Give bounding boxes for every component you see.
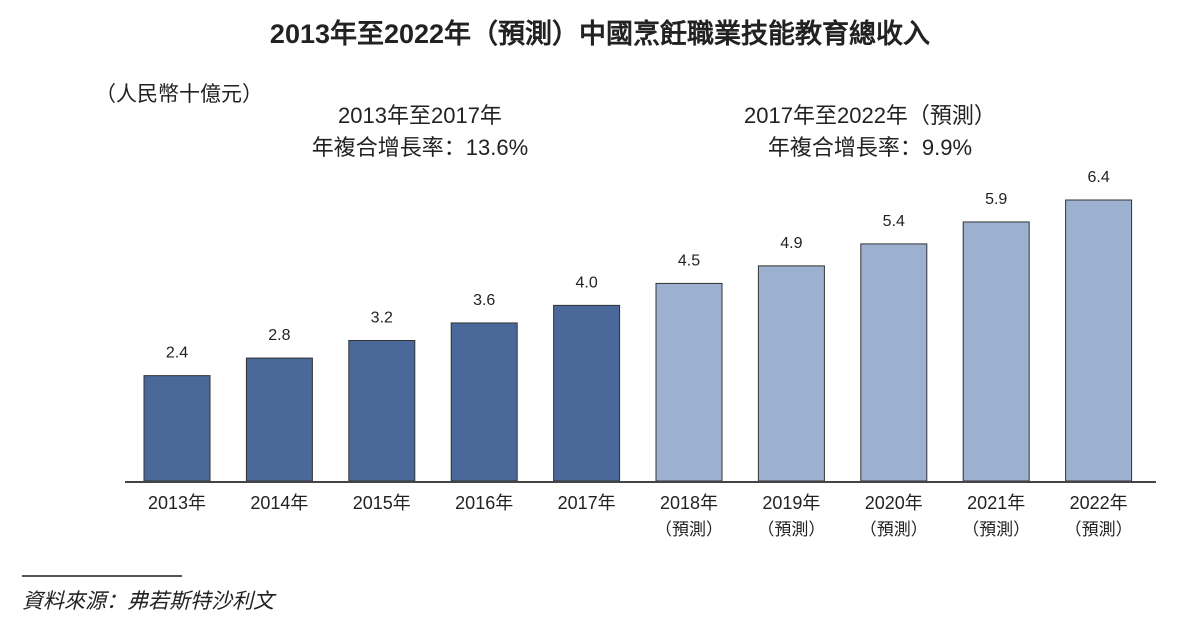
bar [450,322,518,482]
bar [245,357,313,482]
x-tick-label: 2021年 [967,493,1025,513]
x-tick-label: 2020年 [865,493,923,513]
x-tick-label: 2016年 [455,493,513,513]
bar [348,340,416,482]
value-label: 2.4 [166,345,188,362]
x-tick-sublabel: （預測） [655,520,723,539]
bar [757,265,825,482]
value-label: 4.5 [678,252,700,269]
value-label: 3.6 [473,292,495,309]
bar [962,221,1030,482]
source-divider [22,575,182,577]
x-tick-sublabel: （預測） [860,520,928,539]
x-tick-sublabel: （預測） [757,520,825,539]
chart-title: 2013年至2022年（預測）中國烹飪職業技能教育總收入 [269,19,931,49]
bar [860,243,928,482]
x-tick-label: 2017年 [558,493,616,513]
cagr-period: 2017年至2022年（預測） [744,103,996,128]
x-tick-label: 2018年 [660,493,718,513]
x-tick-label: 2022年 [1070,493,1128,513]
bar [655,282,723,482]
value-label: 3.2 [371,310,393,327]
x-tick-label: 2013年 [148,493,206,513]
unit-label: （人民幣十億元） [95,83,263,106]
bar [143,375,211,482]
cagr-annotation-2013-2017: 2013年至2017年 年複合增長率：13.6% [270,100,570,164]
source-note: 資料來源：弗若斯特沙利文 [22,590,274,613]
bar [1065,199,1133,482]
x-tick-label: 2014年 [250,493,308,513]
cagr-annotation-2017-2022: 2017年至2022年（預測） 年複合增長率：9.9% [710,100,1030,164]
value-label: 4.0 [575,274,597,291]
cagr-period: 2013年至2017年 [338,103,502,128]
value-label: 4.9 [780,235,802,252]
bar [553,304,621,482]
x-tick-label: 2015年 [353,493,411,513]
x-tick-sublabel: （預測） [1065,520,1133,539]
x-tick-sublabel: （預測） [962,520,1030,539]
value-label: 2.8 [268,327,290,344]
value-label: 6.4 [1087,169,1109,186]
x-tick-label: 2019年 [762,493,820,513]
value-label: 5.9 [985,191,1007,208]
cagr-value: 年複合增長率：13.6% [311,135,529,160]
value-label: 5.4 [883,213,905,230]
cagr-value: 年複合增長率：9.9% [767,135,973,160]
